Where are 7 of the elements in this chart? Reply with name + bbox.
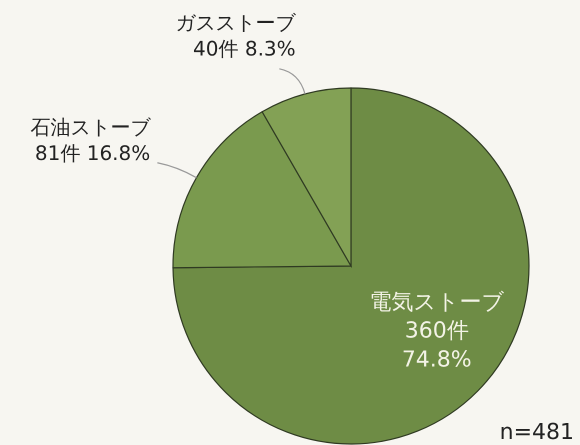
text: n=481 (500, 420, 574, 445)
slice-label: 電気ストーブ (369, 290, 504, 316)
data-label: 360件 74.8% (402, 318, 472, 372)
slice-label: ガスストーブ (176, 10, 297, 35)
data-label: 81件 16.8% (34, 140, 150, 165)
slice-label: 石油ストーブ (30, 114, 152, 139)
data-label: 40件 8.3% (193, 36, 296, 61)
